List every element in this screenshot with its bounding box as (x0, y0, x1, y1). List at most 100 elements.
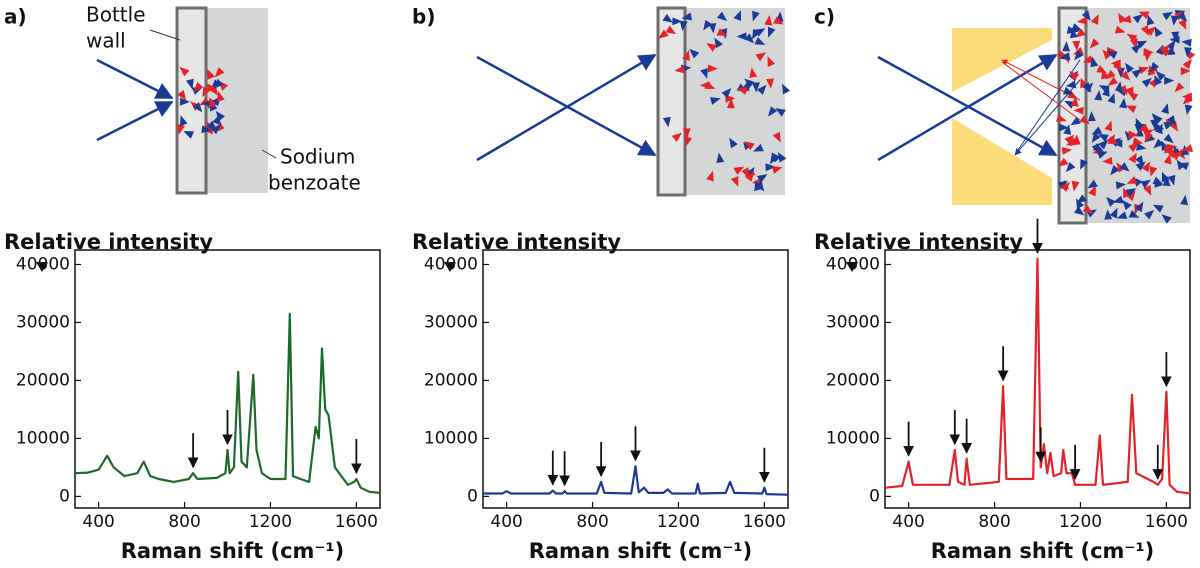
molecule (1151, 113, 1162, 124)
x-tick-label: 1600 (743, 512, 786, 532)
y-tick-label: 30000 (16, 312, 70, 332)
molecule (210, 124, 221, 135)
molecule (782, 83, 791, 95)
molecule (1163, 122, 1175, 130)
molecule (1138, 11, 1150, 20)
molecule (756, 174, 768, 183)
molecule (1120, 70, 1131, 81)
molecule (1176, 159, 1186, 171)
molecule (1132, 14, 1144, 24)
molecule (1107, 76, 1119, 86)
molecule (1100, 71, 1112, 80)
x-axis-label: Raman shift (cm⁻¹) (121, 539, 345, 563)
molecule (1114, 81, 1123, 92)
molecule (1162, 175, 1171, 187)
molecule (1131, 68, 1143, 79)
molecule (1180, 67, 1191, 76)
molecule (192, 102, 203, 113)
molecule (1119, 162, 1130, 172)
molecule (1128, 130, 1139, 139)
molecule (177, 90, 187, 101)
molecule (1127, 92, 1139, 101)
x-tick-label: 800 (978, 512, 1010, 532)
molecule (1074, 50, 1084, 61)
molecule (1081, 10, 1091, 21)
molecule (769, 153, 779, 165)
molecule (1112, 195, 1124, 204)
molecule (216, 90, 225, 102)
molecule (671, 132, 682, 143)
molecule (1073, 106, 1084, 115)
molecule (1069, 71, 1080, 81)
molecule (752, 143, 764, 152)
y-tick-label: 30000 (826, 312, 880, 332)
x-tick-label: 1600 (335, 512, 378, 532)
molecule (1098, 133, 1109, 142)
molecule (1062, 86, 1074, 95)
molecule (689, 48, 700, 59)
molecule (177, 123, 186, 135)
molecule (191, 87, 203, 95)
annotation: wall (86, 29, 126, 53)
spectrum-line (483, 465, 789, 496)
molecule (1114, 25, 1126, 34)
molecule (1140, 25, 1149, 36)
molecule (1167, 115, 1176, 126)
molecule (1143, 184, 1152, 196)
diagram-b (476, 6, 785, 197)
molecule (674, 65, 685, 74)
molecule (1104, 209, 1113, 220)
molecule (1061, 146, 1073, 155)
molecule (1144, 209, 1155, 220)
y-tick-label: 0 (467, 486, 478, 506)
y-tick-label: 40000 (424, 254, 478, 274)
y-tick-label: 20000 (424, 370, 478, 390)
molecule (1163, 153, 1172, 165)
x-tick-label: 1200 (657, 512, 700, 532)
molecule (756, 84, 767, 95)
molecule (1107, 92, 1116, 104)
molecule (1065, 162, 1076, 173)
molecule (1104, 120, 1113, 132)
molecule (1109, 207, 1118, 219)
annotation: benzoate (268, 171, 361, 195)
molecule (679, 20, 688, 32)
molecule (1110, 164, 1120, 176)
molecule (186, 78, 194, 90)
molecule (1088, 185, 1096, 197)
x-tick-label: 400 (490, 512, 522, 532)
molecule (665, 25, 677, 35)
molecule (1184, 104, 1193, 116)
molecule (752, 10, 760, 22)
molecule (736, 32, 747, 41)
molecule (777, 151, 787, 163)
x-tick-label: 1600 (1145, 512, 1188, 532)
molecule (1090, 14, 1099, 25)
molecule (749, 67, 758, 78)
molecule (716, 28, 728, 36)
y-axis-pointer (846, 262, 858, 272)
molecule (1136, 142, 1147, 151)
molecule (699, 81, 710, 90)
y-tick-label: 10000 (424, 428, 478, 448)
molecule (767, 56, 776, 67)
molecule (214, 67, 225, 78)
molecule (755, 52, 767, 62)
molecule (1125, 105, 1137, 114)
molecule (730, 176, 739, 187)
molecule (662, 116, 671, 128)
molecule (1094, 90, 1103, 101)
molecule (201, 125, 212, 134)
molecule (716, 152, 725, 164)
panel-label: a) (4, 5, 27, 29)
molecule (1128, 210, 1140, 218)
molecule (754, 180, 762, 192)
molecule (1068, 24, 1080, 33)
molecule (710, 97, 721, 105)
molecule (767, 26, 776, 38)
molecule (1177, 11, 1188, 22)
molecule (1065, 137, 1077, 146)
molecule (745, 171, 755, 182)
molecule (1118, 12, 1127, 24)
molecule (1166, 40, 1176, 51)
